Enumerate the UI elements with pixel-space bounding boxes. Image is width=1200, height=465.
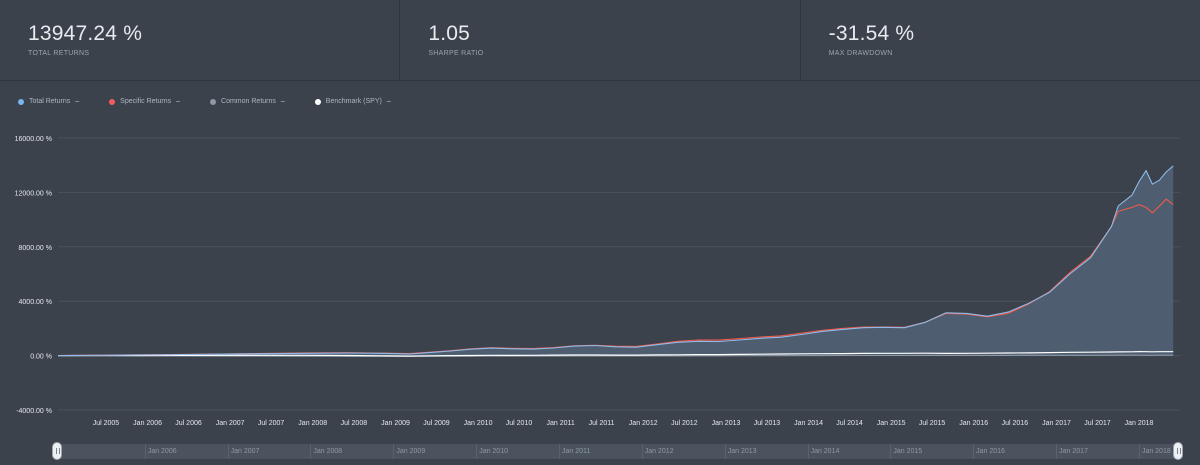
legend-dot-common-returns bbox=[210, 98, 217, 105]
stat-max-drawdown: -31.54 % MAX DRAWDOWN bbox=[801, 0, 1200, 80]
x-tick-label: Jul 2012 bbox=[671, 420, 698, 425]
y-tick-label: 4000.00 % bbox=[19, 299, 52, 306]
navigator-tick bbox=[310, 444, 312, 459]
navigator-label: Jan 2008 bbox=[313, 448, 343, 455]
x-tick-label: Jul 2016 bbox=[1002, 420, 1029, 425]
summary-stats: 13947.24 % TOTAL RETURNS 1.05 SHARPE RAT… bbox=[0, 0, 1200, 81]
navigator-label: Jan 2018 bbox=[1141, 448, 1171, 455]
x-tick-label: Jul 2010 bbox=[506, 420, 533, 425]
total-returns-area bbox=[58, 165, 1174, 356]
x-tick-label: Jan 2008 bbox=[298, 420, 327, 425]
sharpe-ratio-value: 1.05 bbox=[428, 22, 471, 45]
x-tick-label: Jul 2011 bbox=[589, 420, 615, 425]
legend-toggle-common-returns[interactable]: – bbox=[280, 98, 285, 105]
navigator-left-handle[interactable] bbox=[52, 442, 62, 460]
legend-toggle-benchmark[interactable]: – bbox=[386, 98, 391, 105]
navigator-tick bbox=[890, 444, 892, 459]
navigator-label: Jan 2011 bbox=[561, 448, 591, 455]
navigator-tick bbox=[724, 444, 726, 459]
x-tick-label: Jul 2005 bbox=[93, 420, 120, 425]
navigator-tick bbox=[1056, 444, 1058, 459]
y-tick-label: 12000.00 % bbox=[15, 190, 52, 197]
navigator-tick bbox=[973, 444, 975, 459]
navigator-label: Jan 2017 bbox=[1059, 448, 1088, 455]
x-tick-label: Jan 2013 bbox=[712, 420, 741, 425]
chart-legend: Total Returns – Specific Returns – Commo… bbox=[18, 98, 421, 105]
range-navigator[interactable]: Jan 2006 Jan 2007 Jan 2008 Jan 2009 Jan 2010… bbox=[55, 444, 1180, 459]
x-tick-label: Jan 2010 bbox=[464, 420, 493, 425]
legend-toggle-specific-returns[interactable]: – bbox=[176, 98, 181, 105]
x-tick-label: Jan 2006 bbox=[133, 420, 162, 425]
x-tick-label: Jul 2007 bbox=[258, 420, 285, 425]
x-tick-label: Jan 2018 bbox=[1125, 420, 1154, 425]
series-line-benchmark-spy bbox=[57, 351, 1174, 357]
navigator-label: Jan 2012 bbox=[644, 448, 674, 455]
legend-label-benchmark: Benchmark (SPY) bbox=[325, 98, 382, 105]
legend-label-specific-returns: Specific Returns bbox=[120, 98, 172, 105]
max-drawdown-value: -31.54 % bbox=[828, 22, 915, 45]
legend-item-common-returns[interactable]: Common Returns – bbox=[210, 98, 285, 105]
x-tick-label: Jul 2013 bbox=[754, 420, 781, 425]
navigator-tick bbox=[227, 444, 229, 459]
x-tick-label: Jan 2015 bbox=[877, 420, 906, 425]
y-tick-label: -4000.00 % bbox=[16, 408, 52, 415]
legend-item-total-returns[interactable]: Total Returns – bbox=[18, 98, 79, 105]
navigator-label: Jan 2013 bbox=[727, 448, 757, 455]
navigator-tick bbox=[144, 444, 146, 459]
sharpe-ratio-label: SHARPE RATIO bbox=[428, 50, 484, 57]
legend-dot-specific-returns bbox=[109, 98, 116, 105]
navigator-label: Jan 2006 bbox=[147, 448, 177, 455]
series-line-total-returns bbox=[57, 165, 1174, 357]
y-tick-label: 16000.00 % bbox=[15, 136, 52, 143]
x-tick-label: Jan 2009 bbox=[381, 420, 410, 425]
navigator-tick bbox=[476, 444, 478, 459]
x-tick-label: Jan 2016 bbox=[959, 420, 988, 425]
x-tick-label: Jul 2008 bbox=[341, 420, 368, 425]
navigator-tick bbox=[1138, 444, 1140, 459]
x-tick-label: Jul 2017 bbox=[1084, 420, 1111, 425]
y-tick-label: 8000.00 % bbox=[19, 245, 52, 252]
x-tick-label: Jan 2012 bbox=[629, 420, 658, 425]
x-tick-label: Jul 2015 bbox=[919, 420, 946, 425]
x-tick-label: Jul 2006 bbox=[175, 420, 202, 425]
navigator-tick bbox=[807, 444, 809, 459]
legend-item-specific-returns[interactable]: Specific Returns – bbox=[109, 98, 180, 105]
navigator-label: Jan 2014 bbox=[810, 448, 840, 455]
stat-sharpe-ratio: 1.05 SHARPE RATIO bbox=[400, 0, 801, 80]
legend-toggle-total-returns[interactable]: – bbox=[75, 98, 80, 105]
x-tick-label: Jul 2014 bbox=[836, 420, 863, 425]
navigator-tick bbox=[641, 444, 643, 459]
total-returns-label: TOTAL RETURNS bbox=[28, 50, 90, 57]
legend-dot-benchmark bbox=[314, 98, 321, 105]
returns-chart[interactable]: -4000.00 % 0.00 % 4000.00 % 8000.00 % 12000.… bbox=[0, 120, 1200, 425]
navigator-tick bbox=[558, 444, 560, 459]
legend-item-benchmark[interactable]: Benchmark (SPY) – bbox=[314, 98, 391, 105]
navigator-tick bbox=[393, 444, 395, 459]
x-tick-label: Jul 2009 bbox=[423, 420, 450, 425]
navigator-label: Jan 2009 bbox=[396, 448, 426, 455]
x-tick-label: Jan 2014 bbox=[794, 420, 823, 425]
navigator-right-handle[interactable] bbox=[1173, 442, 1183, 460]
total-returns-value: 13947.24 % bbox=[28, 22, 143, 45]
navigator-label: Jan 2010 bbox=[479, 448, 508, 455]
navigator-label: Jan 2015 bbox=[893, 448, 923, 455]
legend-label-total-returns: Total Returns bbox=[29, 98, 71, 105]
x-tick-label: Jan 2007 bbox=[216, 420, 245, 425]
navigator-label: Jan 2016 bbox=[976, 448, 1005, 455]
x-tick-label: Jan 2011 bbox=[546, 420, 574, 425]
legend-label-common-returns: Common Returns bbox=[221, 98, 276, 105]
y-tick-label: 0.00 % bbox=[30, 354, 52, 361]
max-drawdown-label: MAX DRAWDOWN bbox=[828, 50, 893, 57]
stat-total-returns: 13947.24 % TOTAL RETURNS bbox=[0, 0, 401, 80]
legend-dot-total-returns bbox=[18, 98, 24, 105]
navigator-label: Jan 2007 bbox=[230, 448, 260, 455]
x-tick-label: Jan 2017 bbox=[1042, 420, 1071, 425]
